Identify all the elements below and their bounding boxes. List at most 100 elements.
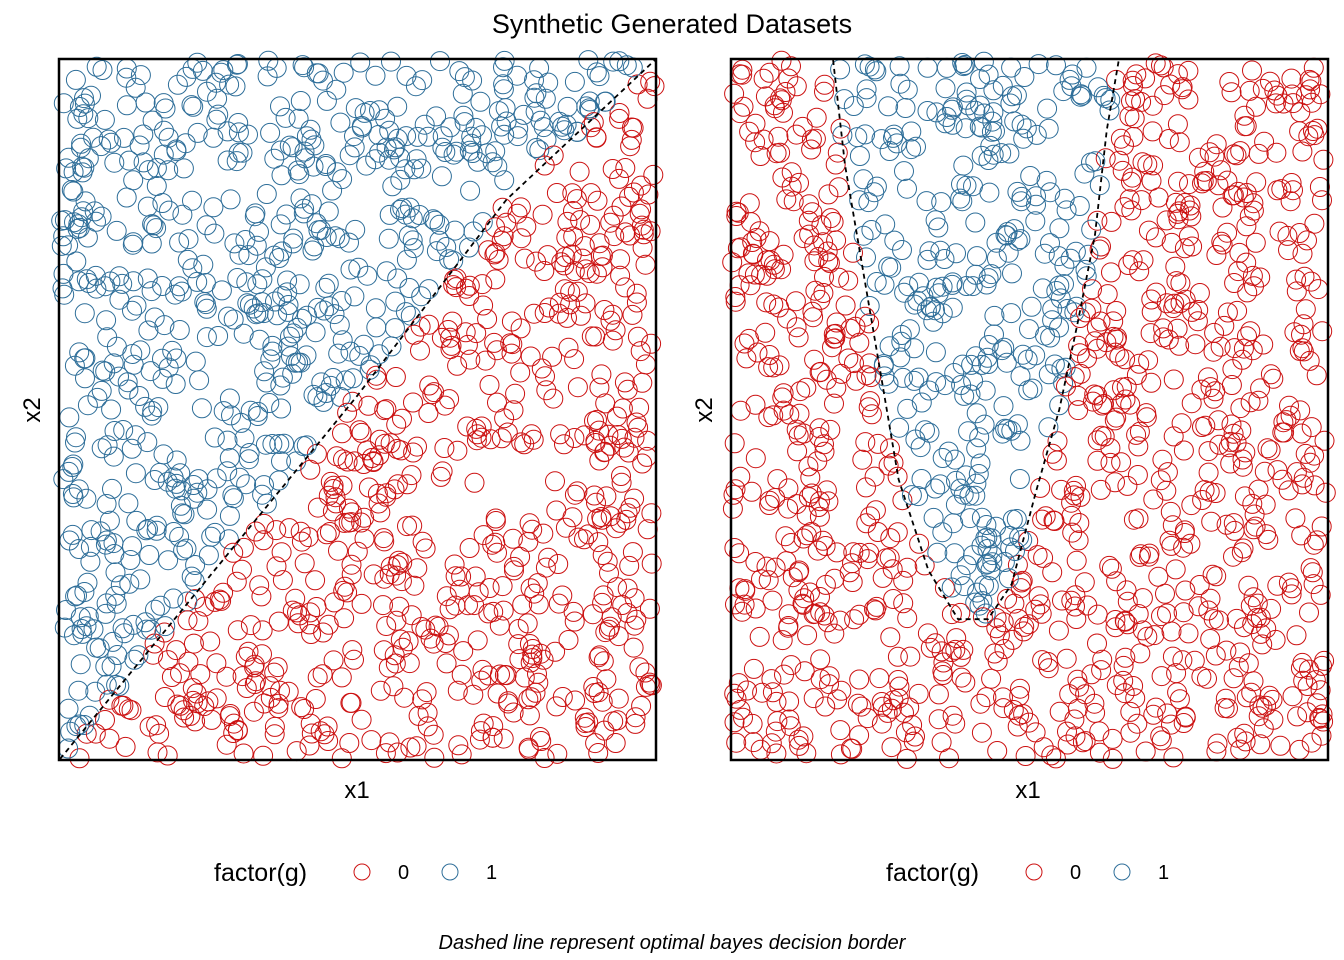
data-point-class-0 [945, 639, 966, 660]
data-point-class-0 [1113, 670, 1134, 691]
data-point-class-1 [951, 174, 971, 195]
data-point-class-1 [63, 454, 84, 475]
data-point-class-1 [248, 303, 269, 324]
data-point-class-1 [187, 52, 208, 73]
data-point-class-0 [1128, 436, 1149, 457]
data-point-class-0 [180, 705, 201, 726]
data-point-class-0 [555, 247, 576, 267]
data-point-class-0 [510, 197, 531, 218]
data-point-class-1 [302, 240, 323, 261]
data-point-class-1 [525, 101, 546, 122]
data-point-class-1 [387, 268, 408, 289]
data-point-class-0 [624, 615, 645, 636]
data-point-class-0 [751, 264, 772, 285]
data-point-class-1 [899, 319, 920, 340]
data-point-class-0 [407, 558, 428, 579]
data-point-class-0 [213, 582, 234, 603]
data-point-class-0 [254, 513, 275, 534]
data-point-class-0 [322, 501, 343, 522]
data-point-class-1 [936, 107, 957, 127]
data-point-class-1 [603, 51, 624, 72]
data-point-class-1 [978, 150, 999, 170]
data-point-class-0 [808, 497, 829, 517]
data-point-class-0 [1120, 701, 1141, 722]
data-point-class-0 [1133, 250, 1154, 271]
data-point-class-0 [314, 724, 335, 745]
data-point-class-0 [1042, 562, 1063, 583]
data-point-class-0 [781, 56, 801, 77]
data-point-class-0 [781, 162, 802, 183]
data-point-class-1 [965, 100, 986, 121]
data-point-class-0 [1256, 524, 1277, 545]
data-point-class-1 [217, 461, 238, 482]
data-point-class-0 [386, 610, 407, 631]
data-point-class-0 [730, 400, 751, 421]
data-point-class-1 [461, 126, 482, 147]
data-point-class-0 [632, 372, 653, 393]
data-point-class-1 [965, 212, 986, 233]
data-point-class-1 [436, 237, 457, 257]
data-point-class-0 [839, 562, 860, 583]
data-point-class-0 [1115, 349, 1136, 370]
data-point-class-0 [627, 74, 648, 95]
data-point-class-1 [843, 96, 864, 116]
data-point-class-0 [864, 466, 885, 487]
data-point-class-0 [380, 433, 401, 454]
data-point-class-1 [63, 181, 84, 202]
data-point-class-0 [1162, 646, 1183, 667]
data-point-class-1 [283, 228, 304, 249]
data-point-class-1 [344, 126, 364, 147]
data-point-class-1 [54, 284, 75, 305]
data-point-class-0 [818, 491, 839, 512]
data-point-class-0 [1130, 643, 1151, 664]
data-point-class-0 [1145, 697, 1166, 718]
data-point-class-0 [902, 715, 923, 735]
data-point-class-0 [581, 183, 601, 204]
data-point-class-0 [818, 251, 839, 272]
data-point-class-1 [904, 338, 925, 359]
data-point-class-0 [827, 142, 848, 163]
data-point-class-0 [351, 593, 372, 614]
data-point-class-1 [405, 76, 426, 97]
data-point-class-0 [1150, 470, 1171, 491]
data-point-class-1 [928, 217, 949, 238]
data-point-class-0 [776, 189, 797, 210]
data-point-class-1 [961, 354, 982, 375]
data-point-class-0 [1250, 623, 1271, 644]
data-point-class-0 [1018, 614, 1039, 635]
data-point-class-1 [146, 218, 167, 239]
data-point-class-0 [530, 727, 550, 747]
data-point-class-0 [888, 670, 909, 690]
data-point-class-0 [840, 738, 861, 759]
data-point-class-1 [249, 329, 270, 350]
data-point-class-0 [1198, 441, 1219, 462]
data-point-class-0 [552, 585, 573, 606]
data-point-class-0 [1188, 147, 1209, 168]
data-point-class-1 [67, 585, 87, 606]
data-point-class-0 [188, 611, 209, 632]
data-point-class-0 [1299, 659, 1319, 680]
data-point-class-0 [792, 116, 813, 137]
data-point-class-0 [1081, 298, 1102, 319]
data-point-class-0 [387, 439, 408, 459]
data-point-class-0 [611, 472, 632, 493]
data-point-class-0 [788, 729, 809, 750]
data-point-class-1 [944, 363, 965, 383]
data-point-class-0 [310, 721, 331, 742]
data-point-class-0 [599, 563, 619, 584]
data-point-class-1 [411, 158, 432, 179]
data-point-class-0 [312, 664, 333, 685]
data-point-class-1 [906, 136, 926, 157]
data-point-class-1 [916, 300, 937, 321]
data-point-class-0 [447, 440, 468, 461]
data-point-class-1 [306, 213, 327, 234]
data-point-class-1 [333, 62, 354, 83]
data-point-class-0 [567, 377, 588, 398]
data-point-class-1 [286, 451, 307, 472]
data-point-class-0 [334, 608, 355, 629]
data-point-class-0 [622, 304, 643, 325]
data-point-class-0 [745, 394, 766, 415]
data-point-class-1 [340, 259, 361, 280]
data-point-class-1 [440, 117, 461, 138]
data-point-class-1 [399, 278, 420, 298]
